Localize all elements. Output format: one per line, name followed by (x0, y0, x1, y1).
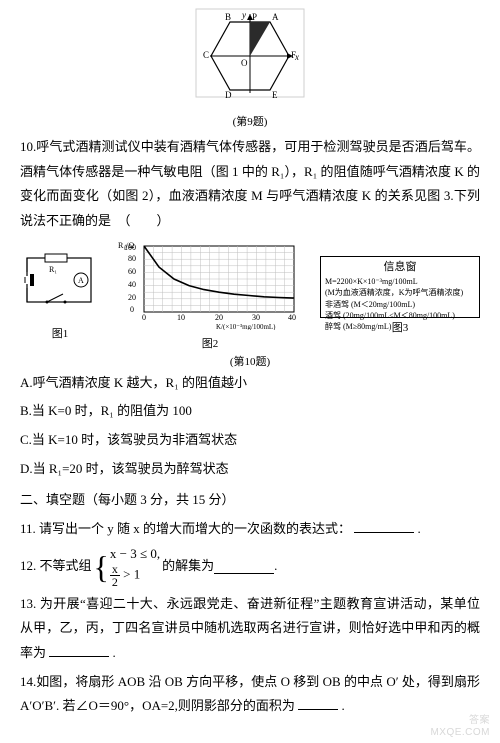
label-C: C (203, 50, 209, 60)
ytick-60: 60 (128, 267, 136, 276)
xtick-30: 30 (252, 313, 260, 322)
figure-2: 0 20 40 60 80 100 0 10 20 30 40 R₁/Ω K/(… (115, 240, 305, 351)
figure-2-label: 图2 (115, 335, 305, 351)
q13: 13. 为开展“喜迎二十大、永远跟党走、奋进新征程”主题教育宣讲活动，某单位从甲… (20, 592, 480, 666)
section-2-title: 二、填空题（每小题 3 分，共 15 分） (20, 487, 480, 513)
svg-text:R₁: R₁ (49, 265, 57, 274)
svg-text:0: 0 (130, 305, 134, 314)
q12-period: . (274, 554, 277, 579)
watermark-line1: 答案 (430, 715, 490, 727)
figure-9-caption: (第9题) (20, 113, 480, 129)
ytick-40: 40 (128, 280, 136, 289)
option-D: D.当 R₁=20 时，该驾驶员为醉驾状态 (20, 455, 480, 484)
q14-period: . (341, 698, 344, 713)
info-line-3: 非酒驾 (M＜20mg/100mL) (325, 299, 475, 310)
figure-10-caption: (第10题) (20, 353, 480, 369)
q12-line2: x2 > 1 (110, 563, 160, 588)
label-P: P (252, 12, 257, 22)
watermark: 答案 MXQE.COM (430, 715, 490, 739)
xtick-20: 20 (215, 313, 223, 322)
q12-line1: x − 3 ≤ 0, (110, 546, 160, 563)
resistance-graph: 0 20 40 60 80 100 0 10 20 30 40 R₁/Ω K/(… (116, 240, 304, 330)
q12-blank[interactable] (214, 560, 274, 574)
q12-suffix: 的解集为 (162, 554, 214, 579)
option-A: A.呼气酒精浓度 K 越大，R₁ 的阻值越小 (20, 369, 480, 398)
info-title: 信息窗 (325, 260, 475, 275)
svg-text:A: A (78, 276, 84, 285)
q14-text: 14.如图，将扇形 AOB 沿 OB 方向平移，使点 O 移到 OB 的中点 O… (20, 674, 480, 714)
info-line-2: (M为血液酒精浓度，K为呼气酒精浓度) (325, 287, 475, 298)
q12-gt: > 1 (123, 566, 140, 581)
ytick-20: 20 (128, 293, 136, 302)
q12-prefix: 12. 不等式组 (20, 554, 92, 579)
xtick-10: 10 (177, 313, 185, 322)
q14: 14.如图，将扇形 AOB 沿 OB 方向平移，使点 O 移到 OB 的中点 O… (20, 670, 480, 719)
figure-1: R₁ A 图1 (20, 250, 100, 341)
watermark-line2: MXQE.COM (430, 727, 490, 739)
option-C: C.当 K=10 时，该驾驶员为非酒驾状态 (20, 426, 480, 455)
label-y: y (241, 10, 246, 20)
info-line-1: M=2200×K×10⁻³mg/100mL (325, 276, 475, 287)
q10-options: A.呼气酒精浓度 K 越大，R₁ 的阻值越小 B.当 K=0 时，R₁ 的阻值为… (20, 369, 480, 483)
q10-figures-row: R₁ A 图1 (20, 240, 480, 351)
q12-fraction: x2 (110, 563, 120, 588)
q14-blank[interactable] (298, 696, 338, 710)
q11: 11. 请写出一个 y 随 x 的增大而增大的一次函数的表达式： . (20, 517, 480, 542)
q12-brace-group: { x − 3 ≤ 0, x2 > 1 (94, 546, 161, 588)
fig2-xlabel: K/(×10⁻³mg/100mL) (216, 323, 276, 330)
q11-period: . (418, 521, 421, 536)
figure-3: 信息窗 M=2200×K×10⁻³mg/100mL (M为血液酒精浓度，K为呼气… (320, 256, 480, 335)
figure-9: A B C D E F P O x y (第9题) (20, 8, 480, 129)
circuit-diagram: R₁ A (21, 250, 99, 320)
q13-blank[interactable] (49, 643, 109, 657)
label-E: E (272, 90, 278, 100)
xtick-40: 40 (288, 313, 296, 322)
label-B: B (225, 12, 231, 22)
q11-blank[interactable] (354, 519, 414, 533)
option-B: B.当 K=0 时，R₁ 的阻值为 100 (20, 397, 480, 426)
figure-1-label: 图1 (20, 325, 100, 341)
label-x: x (294, 52, 299, 62)
brace-icon: { (94, 551, 109, 583)
q11-text: 11. 请写出一个 y 随 x 的增大而增大的一次函数的表达式： (20, 521, 351, 536)
q10-text: 10.呼气式酒精测试仪中装有酒精气体传感器，可用于检测驾驶员是否酒后驾车。酒精气… (20, 135, 480, 234)
label-O: O (241, 58, 248, 68)
hexagon-diagram: A B C D E F P O x y (195, 8, 305, 108)
info-box: 信息窗 M=2200×K×10⁻³mg/100mL (M为血液酒精浓度，K为呼气… (320, 256, 480, 318)
q13-period: . (113, 645, 116, 660)
q12: 12. 不等式组 { x − 3 ≤ 0, x2 > 1 的解集为 . (20, 546, 480, 588)
ytick-80: 80 (128, 254, 136, 263)
xtick-0: 0 (142, 313, 146, 322)
label-D: D (225, 90, 232, 100)
fig2-ylabel: R₁/Ω (118, 241, 134, 250)
label-A: A (272, 12, 279, 22)
